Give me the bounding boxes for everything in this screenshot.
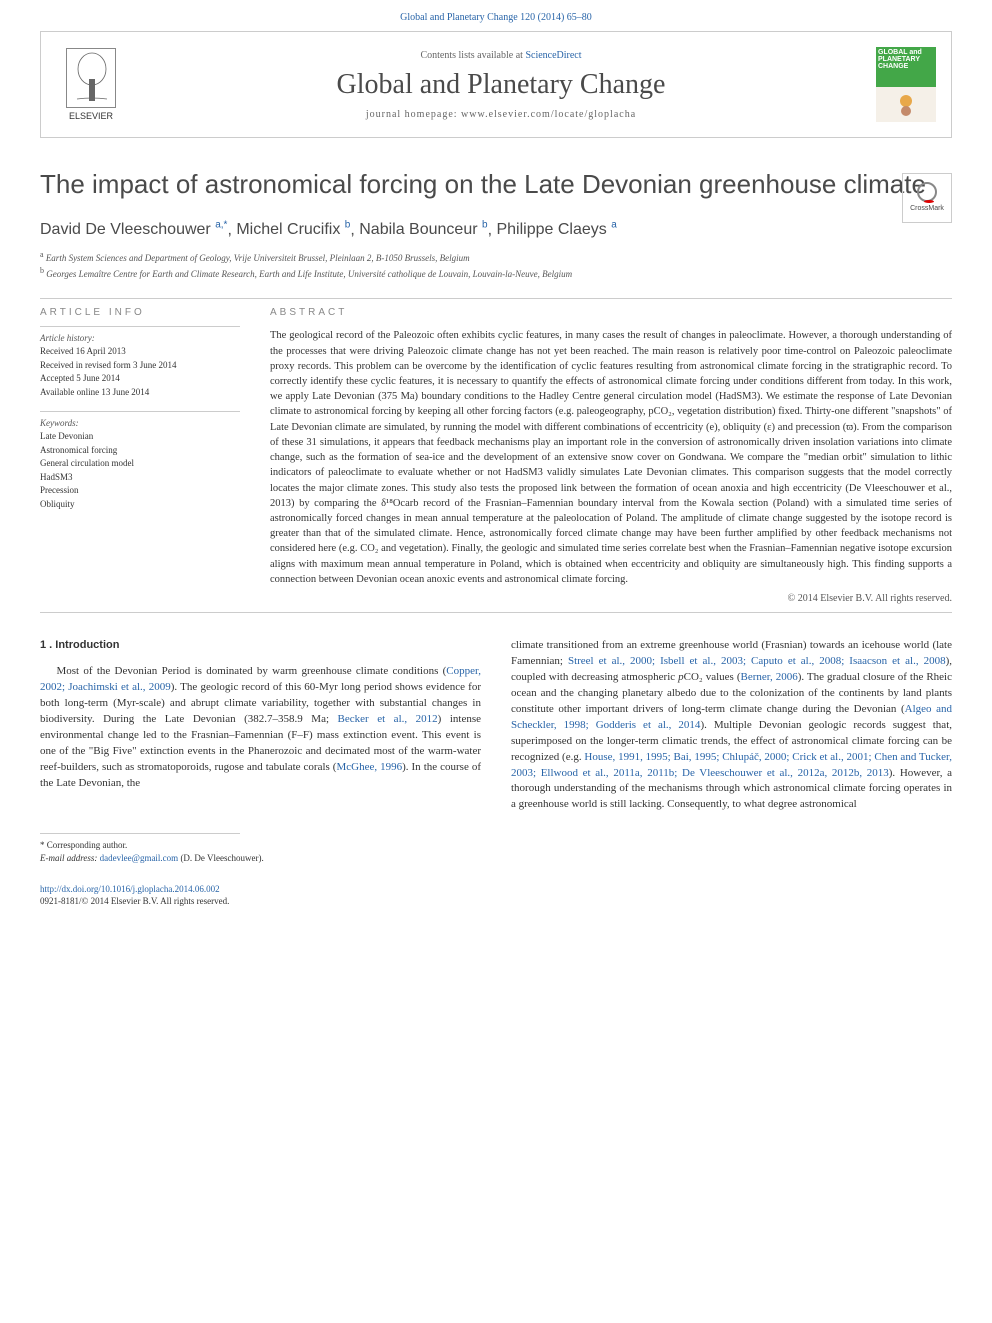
keyword: General circulation model — [40, 457, 240, 471]
history-revised: Received in revised form 3 June 2014 — [40, 359, 240, 373]
history-accepted: Accepted 5 June 2014 — [40, 372, 240, 386]
citation-link[interactable]: McGhee, 1996 — [336, 761, 402, 773]
keyword: Astronomical forcing — [40, 444, 240, 458]
journal-title: Global and Planetary Change — [141, 69, 861, 101]
author[interactable]: David De Vleeschouwer a,* — [40, 221, 227, 238]
keyword: Late Devonian — [40, 430, 240, 444]
top-citation-link[interactable]: Global and Planetary Change 120 (2014) 6… — [0, 0, 992, 31]
issn-copyright: 0921-8181/© 2014 Elsevier B.V. All right… — [40, 895, 952, 908]
abstract-heading: ABSTRACT — [270, 307, 952, 318]
author[interactable]: Nabila Bounceur b — [359, 221, 487, 238]
elsevier-text: ELSEVIER — [69, 111, 113, 121]
section-heading-intro: 1 . Introduction — [40, 638, 481, 654]
journal-logo-globe-icon — [876, 87, 936, 122]
history-online: Available online 13 June 2014 — [40, 386, 240, 400]
header-center: Contents lists available at ScienceDirec… — [141, 50, 861, 120]
journal-logo-text: GLOBAL and PLANETARY CHANGE — [876, 47, 936, 87]
history-received: Received 16 April 2013 — [40, 345, 240, 359]
body-paragraph: Most of the Devonian Period is dominated… — [40, 664, 481, 792]
journal-header: ELSEVIER Contents lists available at Sci… — [40, 31, 952, 138]
abstract-copyright: © 2014 Elsevier B.V. All rights reserved… — [270, 593, 952, 604]
body-column-right: climate transitioned from an extreme gre… — [511, 638, 952, 813]
author[interactable]: Philippe Claeys a — [496, 221, 616, 238]
elsevier-tree-icon — [66, 48, 116, 108]
body-paragraph: climate transitioned from an extreme gre… — [511, 638, 952, 813]
journal-homepage: journal homepage: www.elsevier.com/locat… — [141, 109, 861, 120]
abstract-panel: ABSTRACT The geological record of the Pa… — [270, 307, 952, 604]
body-column-left: 1 . Introduction Most of the Devonian Pe… — [40, 638, 481, 813]
article-info-panel: ARTICLE INFO Article history: Received 1… — [40, 307, 240, 604]
doi-section: http://dx.doi.org/10.1016/j.gloplacha.20… — [40, 883, 952, 908]
citation-link[interactable]: Berner, 2006 — [740, 671, 797, 683]
authors-list: David De Vleeschouwer a,*, Michel Crucif… — [40, 220, 952, 239]
sciencedirect-link[interactable]: ScienceDirect — [525, 50, 581, 61]
doi-link[interactable]: http://dx.doi.org/10.1016/j.gloplacha.20… — [40, 884, 220, 894]
author[interactable]: Michel Crucifix b — [236, 221, 350, 238]
keyword: Obliquity — [40, 498, 240, 512]
contents-available-line: Contents lists available at ScienceDirec… — [141, 50, 861, 61]
body-text-columns: 1 . Introduction Most of the Devonian Pe… — [40, 638, 952, 813]
citation-link[interactable]: Becker et al., 2012 — [338, 713, 438, 725]
footer: * Corresponding author. E-mail address: … — [0, 833, 992, 927]
crossmark-icon — [917, 182, 937, 202]
abstract-text: The geological record of the Paleozoic o… — [270, 328, 952, 587]
history-label: Article history: — [40, 333, 240, 343]
journal-cover-icon[interactable]: GLOBAL and PLANETARY CHANGE — [876, 47, 936, 122]
citation-link[interactable]: Algeo and Scheckler, 1998; Godderis et a… — [511, 703, 952, 731]
citation-link[interactable]: House, 1991, 1995; Bai, 1995; Chlupáč, 2… — [511, 751, 952, 779]
keyword: HadSM3 — [40, 471, 240, 485]
corresponding-author: * Corresponding author. E-mail address: … — [40, 839, 952, 864]
citation-link[interactable]: Copper, 2002; Joachimski et al., 2009 — [40, 665, 481, 693]
email-link[interactable]: dadevlee@gmail.com — [100, 853, 179, 863]
article-title: The impact of astronomical forcing on th… — [40, 168, 952, 202]
crossmark-badge[interactable]: CrossMark — [902, 173, 952, 223]
affiliations: a Earth System Sciences and Department o… — [40, 249, 952, 280]
article-info-heading: ARTICLE INFO — [40, 307, 240, 318]
elsevier-logo[interactable]: ELSEVIER — [56, 42, 126, 127]
citation-link[interactable]: Streel et al., 2000; Isbell et al., 2003… — [568, 655, 946, 667]
keywords-label: Keywords: — [40, 418, 240, 428]
keyword: Precession — [40, 484, 240, 498]
